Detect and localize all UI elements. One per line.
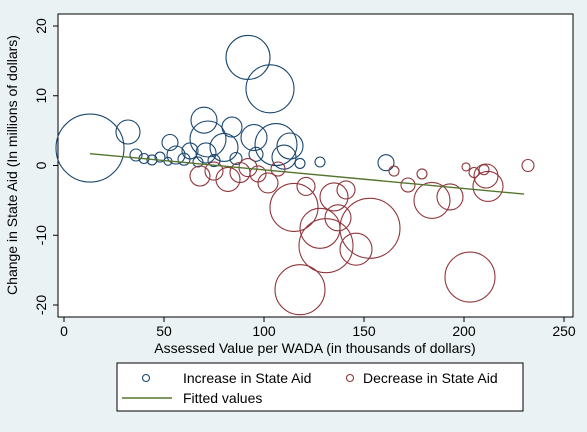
decrease-point-22 [436, 183, 464, 211]
decrease-point-13 [319, 182, 349, 212]
plot-area [57, 13, 574, 318]
increase-point-7 [161, 133, 179, 152]
decrease-point-9 [274, 264, 326, 316]
increase-point-17 [221, 116, 243, 138]
increase-point-14 [189, 120, 227, 158]
decrease-point-10 [296, 176, 316, 196]
legend: Increase in State Aid Decrease in State … [116, 362, 524, 412]
increase-point-18 [229, 151, 243, 166]
decrease-point-14 [324, 204, 352, 232]
decrease-point-18 [388, 165, 400, 177]
decrease-point-23 [461, 162, 471, 172]
x-tick-label-0: 0 [60, 323, 68, 339]
decrease-point-29 [521, 158, 535, 173]
decrease-point-16 [339, 232, 373, 266]
increase-point-1 [115, 119, 141, 145]
increase-point-5 [154, 151, 166, 163]
decrease-point-27 [473, 163, 499, 189]
fitted-values-line [89, 152, 525, 195]
increase-point-21 [248, 146, 264, 162]
increase-point-26 [294, 157, 306, 169]
legend-label-decrease: Decrease in State Aid [363, 370, 498, 386]
y-tick-label--20: -20 [33, 295, 49, 315]
x-tick-label-100: 100 [252, 323, 276, 339]
increase-point-8 [166, 145, 186, 165]
legend-label-fitted: Fitted values [183, 390, 262, 406]
y-axis-title: Change in State Aid (In millions of doll… [4, 35, 20, 295]
legend-marker-increase [141, 373, 151, 383]
increase-point-0 [55, 113, 125, 183]
x-axis-title: Assessed Value per WADA (in thousands of… [154, 340, 475, 356]
increase-point-12 [190, 106, 218, 134]
decrease-point-6 [257, 172, 279, 194]
increase-point-22 [245, 64, 295, 114]
decrease-point-0 [189, 165, 211, 187]
decrease-point-1 [204, 161, 224, 181]
decrease-point-17 [339, 197, 401, 259]
y-tick-label-0: 0 [33, 161, 49, 169]
x-tick-label-150: 150 [352, 323, 376, 339]
decrease-point-21 [413, 181, 451, 219]
decrease-point-24 [444, 251, 496, 303]
y-tick-label-20: 20 [33, 18, 49, 34]
decrease-point-28 [472, 170, 504, 202]
increase-point-2 [129, 148, 143, 162]
decrease-point-8 [269, 182, 319, 232]
x-tick-label-250: 250 [552, 323, 576, 339]
increase-point-27 [314, 156, 326, 168]
legend-box [116, 362, 524, 412]
increase-point-28 [377, 154, 395, 172]
y-tick-label--10: -10 [33, 225, 49, 245]
x-tick-label-200: 200 [452, 323, 476, 339]
points-layer [55, 34, 535, 316]
legend-label-increase: Increase in State Aid [183, 370, 311, 386]
y-tick-label-10: 10 [33, 88, 49, 104]
decrease-point-7 [270, 161, 286, 177]
decrease-point-15 [336, 180, 356, 200]
decrease-point-20 [416, 168, 428, 180]
legend-marker-decrease [345, 373, 355, 383]
decrease-point-12 [298, 218, 354, 274]
increase-point-20 [240, 124, 268, 152]
axes-layer: 0 50 100 150 200 250 -20 -10 0 10 20 [33, 18, 576, 339]
increase-point-25 [276, 132, 304, 160]
decrease-point-2 [215, 166, 241, 192]
decrease-point-19 [400, 177, 416, 193]
fitted-line-layer [89, 152, 525, 195]
x-tick-label-50: 50 [156, 323, 172, 339]
